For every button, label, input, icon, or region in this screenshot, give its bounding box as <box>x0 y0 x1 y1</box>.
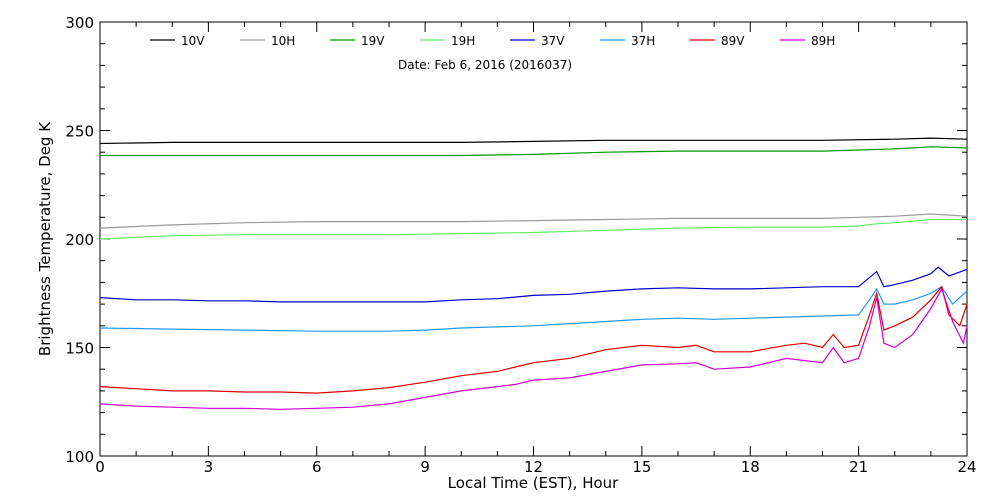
legend-label-10v: 10V <box>181 34 205 48</box>
legend: 10V 10H 19V 19H 37V 37H 89V 89H <box>150 34 835 48</box>
series-line-19h <box>99 218 967 240</box>
plot-frame <box>99 21 968 457</box>
series-line-37h <box>99 285 968 332</box>
y-axis-ticks: 100 150 200 250 300 <box>65 14 967 466</box>
legend-label-89h: 89H <box>811 34 835 48</box>
legend-label-37h: 37H <box>631 34 655 48</box>
x-tick-label: 21 <box>849 458 868 476</box>
series-lines <box>99 137 968 410</box>
x-axis-title: Local Time (EST), Hour <box>448 474 619 492</box>
x-tick-label: 15 <box>632 458 651 476</box>
x-tick-label: 12 <box>524 458 543 476</box>
series-line-10v <box>99 137 968 145</box>
legend-label-37v: 37V <box>541 34 565 48</box>
legend-label-19h: 19H <box>451 34 475 48</box>
x-tick-label: 0 <box>95 458 105 476</box>
x-axis-ticks: 0 3 6 9 12 15 18 21 24 <box>95 22 977 476</box>
y-tick-label: 250 <box>65 123 94 141</box>
x-tick-label: 24 <box>957 458 976 476</box>
y-tick-label: 300 <box>65 14 94 32</box>
series-line-10h <box>99 213 968 229</box>
y-tick-label: 100 <box>65 448 94 466</box>
chart-title: Date: Feb 6, 2016 (2016037) <box>398 58 572 72</box>
series-line-89v <box>99 285 968 394</box>
series-line-37v <box>99 266 968 303</box>
series-line-89h <box>99 287 968 410</box>
series-line-19v <box>100 146 968 157</box>
y-tick-label: 200 <box>65 231 94 249</box>
y-axis-title: Brightness Temperature, Deg K <box>36 121 54 356</box>
x-tick-label: 9 <box>420 458 430 476</box>
x-tick-label: 18 <box>741 458 760 476</box>
x-tick-label: 6 <box>312 458 322 476</box>
x-tick-label: 3 <box>204 458 214 476</box>
legend-label-10h: 10H <box>271 34 295 48</box>
y-tick-label: 150 <box>65 340 94 358</box>
legend-label-19v: 19V <box>361 34 385 48</box>
legend-label-89v: 89V <box>721 34 745 48</box>
